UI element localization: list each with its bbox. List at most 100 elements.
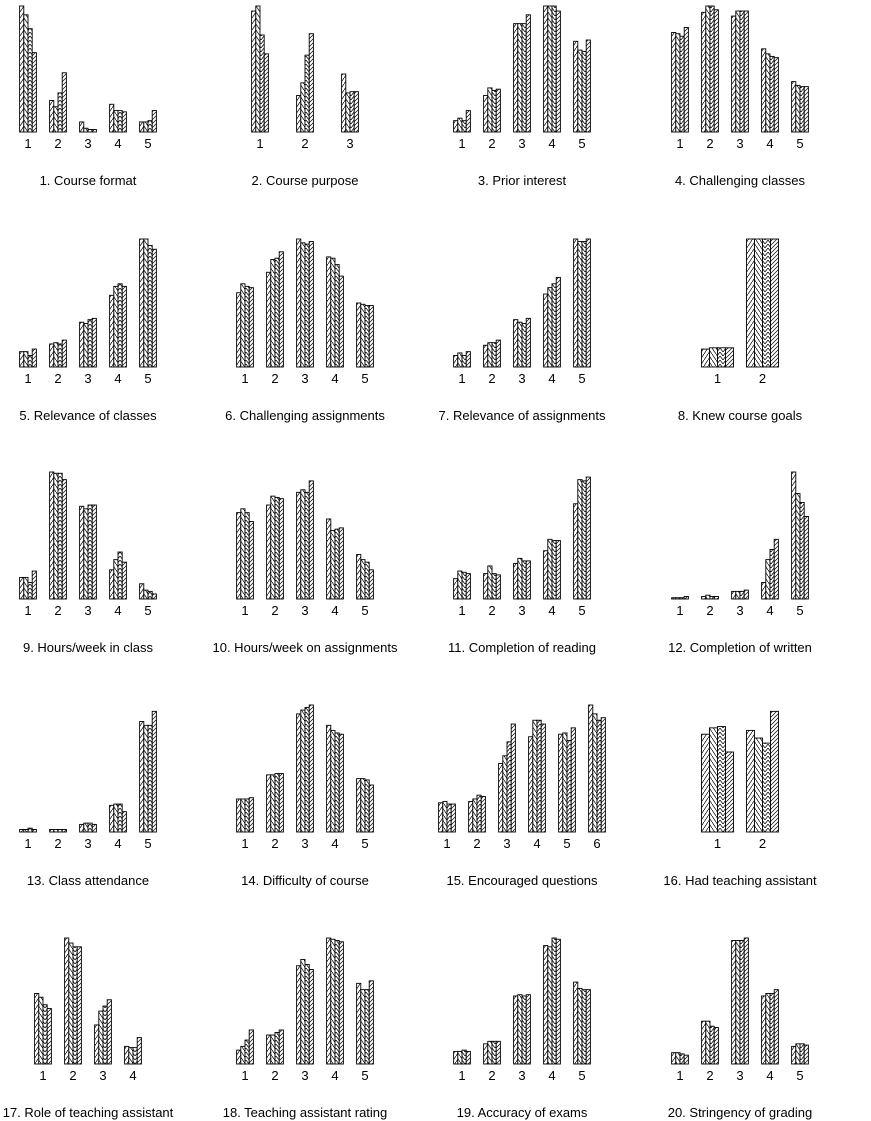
bar bbox=[368, 305, 374, 368]
bar bbox=[701, 1020, 707, 1065]
bar bbox=[113, 559, 119, 600]
bar bbox=[98, 1010, 104, 1065]
bar bbox=[735, 10, 741, 133]
bar bbox=[725, 347, 734, 368]
bar bbox=[79, 505, 85, 600]
bar bbox=[356, 778, 362, 833]
bar bbox=[465, 351, 471, 368]
bar bbox=[803, 516, 809, 600]
bar bbox=[487, 342, 493, 368]
tick-label: 3 bbox=[301, 1068, 308, 1083]
bar bbox=[577, 49, 583, 133]
tick-label: 3 bbox=[99, 1068, 106, 1083]
bar bbox=[795, 1043, 801, 1065]
tick-label: 5 bbox=[578, 136, 585, 151]
bar bbox=[506, 741, 512, 833]
tick-label: 1 bbox=[676, 603, 683, 618]
bar bbox=[240, 283, 246, 368]
bar bbox=[240, 1045, 246, 1065]
bar bbox=[19, 576, 25, 600]
bar bbox=[300, 489, 306, 600]
bar bbox=[461, 120, 467, 133]
bar bbox=[765, 53, 771, 133]
bar bbox=[502, 755, 508, 833]
panel-title: 3. Prior interest bbox=[478, 173, 567, 188]
bar bbox=[517, 557, 523, 600]
bar bbox=[274, 496, 280, 600]
bar bbox=[791, 81, 797, 133]
tick-label: 2 bbox=[54, 603, 61, 618]
bar bbox=[278, 1029, 284, 1065]
bar bbox=[683, 596, 689, 600]
bar bbox=[795, 493, 801, 600]
tick-label: 1 bbox=[676, 1068, 683, 1083]
bar bbox=[525, 994, 531, 1065]
tick-label: 5 bbox=[361, 371, 368, 386]
bar bbox=[513, 23, 519, 133]
tick-label: 4 bbox=[129, 1068, 136, 1083]
tick-label: 4 bbox=[548, 371, 555, 386]
bar bbox=[326, 256, 332, 368]
bar bbox=[725, 751, 734, 833]
bar bbox=[304, 54, 310, 133]
panel-title: 18. Teaching assistant rating bbox=[223, 1105, 388, 1120]
bar bbox=[270, 774, 276, 833]
panel-title: 6. Challenging assignments bbox=[225, 408, 385, 423]
bar bbox=[581, 989, 587, 1065]
bar bbox=[72, 946, 78, 1065]
bar bbox=[585, 238, 591, 368]
bar bbox=[151, 593, 157, 600]
bar bbox=[701, 348, 710, 368]
panel-title: 11. Completion of reading bbox=[448, 640, 596, 655]
tick-label: 4 bbox=[533, 836, 540, 851]
bar bbox=[236, 512, 242, 600]
panel-title: 13. Class attendance bbox=[27, 873, 149, 888]
tick-label: 3 bbox=[84, 603, 91, 618]
bar bbox=[762, 742, 771, 833]
bar bbox=[562, 732, 568, 833]
bar bbox=[57, 472, 63, 600]
bar bbox=[338, 941, 344, 1065]
bar bbox=[555, 938, 561, 1065]
bar bbox=[521, 995, 527, 1065]
bar bbox=[151, 710, 157, 833]
tick-label: 3 bbox=[736, 1068, 743, 1083]
bar bbox=[457, 117, 463, 133]
bar bbox=[368, 784, 374, 833]
bar bbox=[42, 1004, 48, 1065]
bar bbox=[795, 84, 801, 133]
bar bbox=[453, 120, 459, 133]
bar bbox=[491, 1040, 497, 1065]
tick-label: 3 bbox=[736, 603, 743, 618]
tick-label: 3 bbox=[84, 371, 91, 386]
bar bbox=[513, 995, 519, 1065]
bar bbox=[457, 570, 463, 600]
bar bbox=[551, 5, 557, 133]
bar bbox=[510, 723, 516, 833]
tick-label: 2 bbox=[759, 836, 766, 851]
bar bbox=[356, 554, 362, 600]
bar bbox=[53, 829, 59, 833]
bar bbox=[338, 733, 344, 833]
bar bbox=[483, 95, 489, 133]
panel-title: 1. Course format bbox=[40, 173, 137, 188]
bar bbox=[442, 801, 448, 833]
bar bbox=[296, 713, 302, 833]
bar bbox=[588, 704, 594, 833]
bar bbox=[705, 1020, 711, 1065]
bar bbox=[61, 339, 67, 368]
bar bbox=[139, 721, 145, 833]
bar bbox=[487, 565, 493, 600]
bar bbox=[338, 275, 344, 368]
bar bbox=[585, 39, 591, 133]
bar bbox=[27, 355, 33, 368]
bar bbox=[236, 292, 242, 368]
bar bbox=[558, 733, 564, 833]
tick-label: 1 bbox=[714, 836, 721, 851]
bar bbox=[304, 243, 310, 368]
chart-panel-9: 1 2 3 4 5 9. Hours/week in class bbox=[19, 471, 157, 655]
bar bbox=[83, 323, 89, 368]
bar bbox=[577, 241, 583, 368]
bar bbox=[113, 285, 119, 368]
bar bbox=[495, 339, 501, 368]
